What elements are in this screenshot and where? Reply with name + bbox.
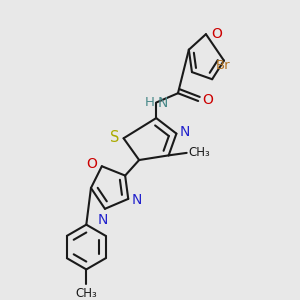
Text: Br: Br bbox=[215, 59, 230, 72]
Text: O: O bbox=[202, 93, 213, 107]
Text: O: O bbox=[87, 157, 98, 171]
Text: N: N bbox=[179, 125, 190, 140]
Text: O: O bbox=[212, 27, 222, 41]
Text: H: H bbox=[145, 96, 155, 109]
Text: N: N bbox=[131, 193, 142, 207]
Text: N: N bbox=[157, 95, 167, 110]
Text: CH₃: CH₃ bbox=[188, 146, 210, 159]
Text: CH₃: CH₃ bbox=[75, 286, 97, 299]
Text: N: N bbox=[97, 213, 108, 227]
Text: S: S bbox=[110, 130, 119, 145]
